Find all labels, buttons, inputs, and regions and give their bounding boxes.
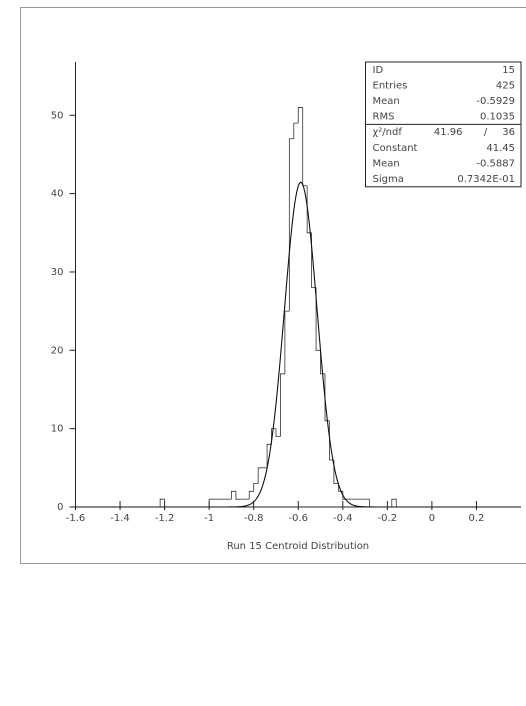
stats-value: -0.5929 bbox=[476, 96, 515, 107]
x-axis-label: Run 15 Centroid Distribution bbox=[227, 541, 369, 552]
x-tick-label: -1 bbox=[204, 513, 214, 524]
x-tick-label: -0.2 bbox=[378, 513, 398, 524]
histogram-bin bbox=[315, 287, 321, 351]
frame bbox=[20, 7, 526, 564]
stats-value: 425 bbox=[496, 80, 515, 91]
x-tick-label: -1.6 bbox=[66, 513, 86, 524]
histogram-bin bbox=[284, 310, 290, 374]
histogram-bin bbox=[320, 350, 325, 375]
x-tick-label: -0.4 bbox=[333, 513, 353, 524]
x-tick-label: 0 bbox=[429, 513, 435, 524]
histogram-bin bbox=[253, 483, 259, 492]
histogram-bin bbox=[235, 491, 241, 500]
stats-value: 0.1035 bbox=[480, 112, 515, 123]
histogram-bin bbox=[275, 428, 281, 437]
stats-value: 41.45 bbox=[486, 143, 515, 154]
y-tick-label: 40 bbox=[51, 189, 64, 200]
y-tick-label: 50 bbox=[51, 110, 64, 121]
x-tick-label: -0.8 bbox=[244, 513, 264, 524]
stats-value: 0.7342E-01 bbox=[457, 174, 515, 185]
histogram-bin bbox=[311, 232, 317, 289]
histogram-bin bbox=[208, 498, 214, 507]
histogram-bin bbox=[164, 499, 170, 508]
stats-name: Sigma bbox=[373, 174, 404, 185]
histogram-bin bbox=[159, 498, 165, 507]
x-tick-label: -1.2 bbox=[155, 513, 175, 524]
y-tick-label: 30 bbox=[51, 267, 64, 278]
histogram-bin bbox=[248, 490, 254, 500]
stats-name: ID bbox=[373, 65, 384, 76]
stats-name: Constant bbox=[373, 143, 418, 154]
chi2-value: 41.96 bbox=[434, 127, 463, 138]
histogram-bin bbox=[391, 498, 397, 507]
histogram-bin bbox=[266, 443, 272, 468]
histogram-bin bbox=[324, 373, 330, 422]
stats-name: Entries bbox=[373, 80, 408, 91]
histogram-bin bbox=[280, 373, 285, 437]
histogram-bin bbox=[297, 107, 303, 124]
stats-value: -0.5887 bbox=[476, 158, 515, 169]
y-tick-label: 0 bbox=[57, 502, 63, 513]
x-tick-label: -1.4 bbox=[110, 513, 130, 524]
x-tick-label: 0.2 bbox=[468, 513, 484, 524]
histogram-bin bbox=[369, 499, 374, 508]
stats-name: RMS bbox=[373, 112, 395, 123]
x-tick-label: -0.6 bbox=[288, 513, 308, 524]
fit-curve bbox=[75, 181, 521, 508]
histogram-bin bbox=[231, 490, 236, 500]
histogram-bin bbox=[257, 467, 263, 484]
stats-name: Mean bbox=[373, 96, 400, 107]
histogram-bin bbox=[302, 107, 308, 187]
stats-name: Mean bbox=[373, 158, 400, 169]
stats-value: 15 bbox=[502, 65, 515, 76]
chi2-name: χ²/ndf bbox=[373, 127, 403, 138]
ndf-value: 36 bbox=[502, 127, 515, 138]
chi2-separator: / bbox=[484, 127, 488, 138]
y-tick-label: 10 bbox=[51, 424, 64, 435]
y-tick-label: 20 bbox=[51, 345, 64, 356]
histogram-bin bbox=[293, 122, 299, 139]
